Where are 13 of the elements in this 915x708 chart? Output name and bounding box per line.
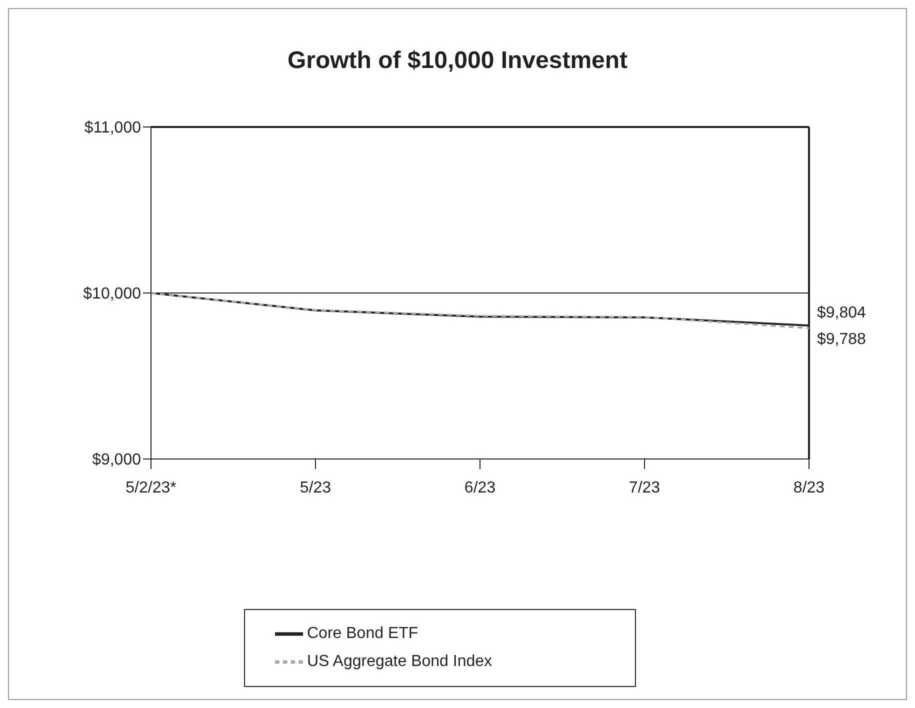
x-tick-label: 8/23 bbox=[793, 479, 825, 496]
y-tick-label: $11,000 bbox=[84, 120, 142, 137]
x-tick-label: 5/23 bbox=[300, 479, 332, 496]
x-tick-label: 5/2/23* bbox=[126, 479, 176, 496]
x-tick-label: 7/23 bbox=[628, 479, 660, 496]
data-label: $9,804 bbox=[817, 304, 866, 322]
chart-title: Growth of $10,000 Investment bbox=[286, 46, 629, 76]
y-tick-label: $10,000 bbox=[83, 286, 142, 303]
legend-label: US Aggregate Bond Index bbox=[307, 653, 492, 670]
data-label: $9,788 bbox=[817, 331, 866, 348]
y-tick-label: $9,000 bbox=[92, 452, 142, 469]
x-tick-label: 6/23 bbox=[464, 479, 496, 496]
legend-label: Core Bond ETF bbox=[307, 625, 418, 642]
